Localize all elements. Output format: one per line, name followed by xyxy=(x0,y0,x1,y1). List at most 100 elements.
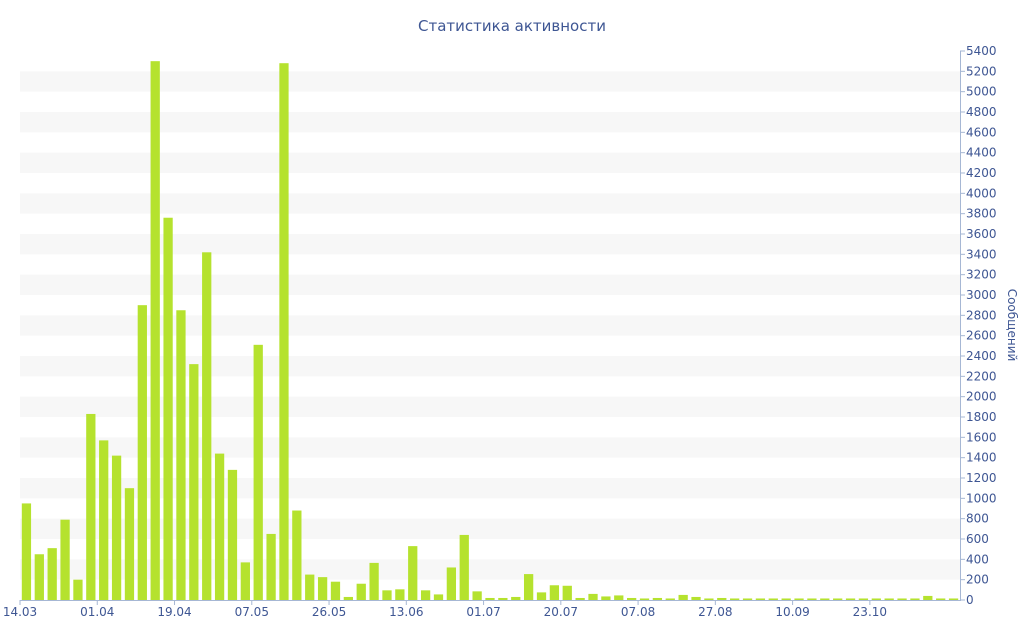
y-tick-label: 600 xyxy=(966,532,989,546)
bar xyxy=(665,598,675,600)
x-tick-label: 13.06 xyxy=(389,605,423,619)
y-tick-label: 800 xyxy=(966,512,989,526)
bar xyxy=(678,594,688,600)
bar xyxy=(433,594,444,600)
bar xyxy=(21,503,32,600)
bar xyxy=(639,598,650,600)
x-tick-label: 07.08 xyxy=(621,605,655,619)
bar xyxy=(34,554,44,600)
bar xyxy=(382,590,392,600)
bar xyxy=(420,590,431,600)
y-tick-label: 3800 xyxy=(966,207,997,221)
bar xyxy=(588,593,598,600)
bar xyxy=(845,598,856,600)
grid-band xyxy=(20,356,960,377)
bar xyxy=(227,469,238,600)
bar xyxy=(472,591,482,600)
y-tick-label: 5400 xyxy=(966,44,997,58)
bar xyxy=(317,577,328,601)
y-tick-label: 3600 xyxy=(966,227,997,241)
bars xyxy=(21,61,959,601)
y-tick-label: 1000 xyxy=(966,491,997,505)
bar xyxy=(936,598,946,600)
y-tick-label: 3200 xyxy=(966,268,997,282)
bar xyxy=(511,596,521,600)
grid-band xyxy=(20,437,960,458)
bar xyxy=(897,598,907,600)
bar xyxy=(768,598,778,600)
grid-band xyxy=(20,71,960,92)
bar xyxy=(47,548,57,600)
bar xyxy=(807,598,817,600)
y-tick-label: 3400 xyxy=(966,247,997,261)
y-tick-label: 4200 xyxy=(966,166,997,180)
x-axis-ticks: 14.03 01.04 19.04 07.05 26.05 13.06 01.07 20.07… xyxy=(3,600,887,619)
bar xyxy=(266,533,276,600)
y-tick-label: 1400 xyxy=(966,451,997,465)
bar xyxy=(176,310,186,600)
bar xyxy=(343,596,353,600)
x-tick-label: 27.08 xyxy=(698,605,732,619)
y-tick-label: 2800 xyxy=(966,308,997,322)
y-tick-label: 4800 xyxy=(966,105,997,119)
bar xyxy=(948,598,959,600)
y-tick-label: 2200 xyxy=(966,369,997,383)
y-tick-label: 2400 xyxy=(966,349,997,363)
y-tick-label: 1800 xyxy=(966,410,997,424)
bar xyxy=(627,597,637,600)
bar xyxy=(575,597,585,600)
chart-title: Статистика активности xyxy=(418,17,606,35)
bar xyxy=(562,585,572,600)
bar xyxy=(86,413,96,600)
bar xyxy=(923,595,933,600)
bar xyxy=(781,598,791,600)
bar xyxy=(742,598,753,600)
x-tick-label: 01.07 xyxy=(466,605,500,619)
grid-band xyxy=(20,396,960,417)
grid-band xyxy=(20,112,960,133)
y-tick-label: 2600 xyxy=(966,329,997,343)
grid-band xyxy=(20,193,960,214)
bar xyxy=(408,546,418,600)
grid-band xyxy=(20,559,960,580)
y-tick-label: 400 xyxy=(966,552,989,566)
y-tick-label: 4400 xyxy=(966,146,997,160)
bar xyxy=(820,598,830,600)
bar xyxy=(369,562,379,600)
bar xyxy=(459,534,469,600)
x-tick-label: 23.10 xyxy=(853,605,887,619)
y-axis-ticks: 0 200 400 600 800 1000 1200 1400 1600 1800 2000 220… xyxy=(960,44,997,607)
bar xyxy=(73,579,83,600)
bar xyxy=(485,597,495,600)
bar xyxy=(292,510,302,600)
bar xyxy=(691,596,701,600)
x-tick-label: 14.03 xyxy=(3,605,37,619)
bar xyxy=(536,592,547,601)
bar xyxy=(523,574,534,600)
grid-band xyxy=(20,152,960,173)
grid-band xyxy=(20,234,960,255)
bar xyxy=(330,581,341,600)
grid-band xyxy=(20,478,960,499)
bar xyxy=(150,61,160,601)
bar xyxy=(871,598,881,600)
bar xyxy=(730,598,740,600)
bar xyxy=(395,589,405,600)
bar xyxy=(717,597,727,600)
bar xyxy=(214,453,225,600)
y-tick-label: 2000 xyxy=(966,390,997,404)
bar xyxy=(163,217,173,601)
bar xyxy=(910,598,920,600)
bar xyxy=(99,440,109,600)
bar xyxy=(755,598,766,600)
bar xyxy=(202,252,212,601)
bar xyxy=(601,596,611,600)
y-tick-label: 0 xyxy=(966,593,974,607)
grid-band xyxy=(20,518,960,539)
bar xyxy=(549,585,560,600)
y-tick-label: 3000 xyxy=(966,288,997,302)
bar xyxy=(614,595,624,600)
bar xyxy=(60,519,70,600)
x-tick-label: 07.05 xyxy=(235,605,269,619)
